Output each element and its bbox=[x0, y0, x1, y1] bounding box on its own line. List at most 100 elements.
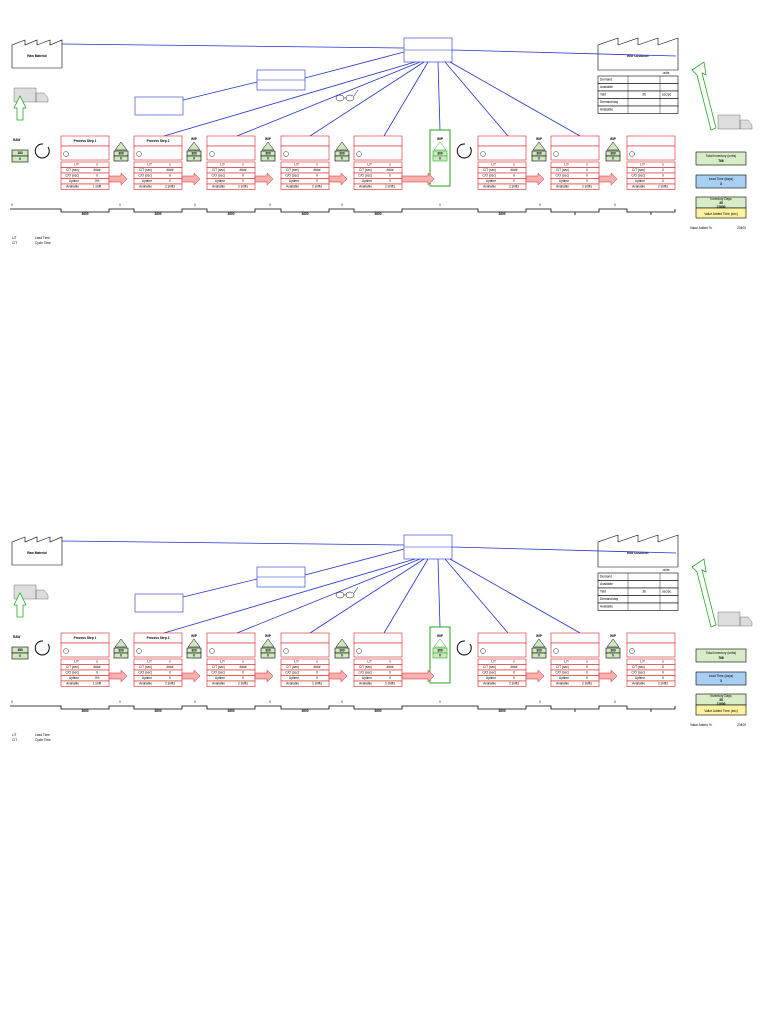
push-arrow bbox=[181, 172, 201, 186]
box bbox=[626, 135, 676, 147]
inventory-triangle bbox=[187, 638, 201, 648]
label: 2 shifts bbox=[582, 185, 593, 189]
label: C/O (sec) bbox=[358, 174, 372, 178]
factory bbox=[597, 37, 679, 71]
label: 3600 bbox=[81, 212, 88, 216]
label: Available bbox=[212, 185, 225, 189]
label: Total Inventory (units) bbox=[706, 154, 736, 158]
label: s bbox=[242, 163, 244, 167]
label: Available bbox=[600, 582, 613, 586]
label: 0 bbox=[513, 671, 515, 675]
push-arrow bbox=[525, 172, 545, 186]
label: 0% bbox=[95, 676, 100, 680]
label: 0 bbox=[389, 671, 391, 675]
label: Available bbox=[66, 682, 79, 686]
label: C/O (sec) bbox=[65, 174, 79, 178]
operator bbox=[63, 648, 69, 654]
label: WIP bbox=[536, 634, 543, 638]
label: 0 bbox=[120, 653, 122, 657]
label: Raw Material bbox=[27, 54, 47, 58]
label: #### bbox=[93, 665, 100, 669]
label: 0 bbox=[389, 174, 391, 178]
info-arrow bbox=[451, 49, 677, 57]
push-arrow bbox=[328, 172, 348, 186]
box bbox=[60, 161, 110, 168]
label: L/T bbox=[640, 660, 645, 664]
box bbox=[353, 680, 403, 687]
label: Available bbox=[483, 682, 496, 686]
label: #### bbox=[386, 665, 393, 669]
label: s bbox=[513, 660, 515, 664]
box bbox=[206, 145, 256, 161]
label: #### bbox=[510, 168, 517, 172]
info-arrow bbox=[383, 558, 429, 634]
label: 2 shifts bbox=[658, 185, 669, 189]
box bbox=[605, 652, 621, 659]
box bbox=[626, 642, 676, 658]
label: Uptime bbox=[486, 179, 496, 183]
label: 0 bbox=[586, 676, 588, 680]
label: L/T bbox=[220, 660, 225, 664]
label: 0 bbox=[538, 653, 540, 657]
box bbox=[626, 183, 676, 190]
label: 2 shifts bbox=[509, 682, 520, 686]
label: C/T bbox=[12, 241, 17, 245]
label: 0 bbox=[612, 653, 614, 657]
label: C/T (sec) bbox=[632, 665, 645, 669]
label: 0 bbox=[242, 671, 244, 675]
label: Available bbox=[600, 85, 613, 89]
timeline bbox=[10, 208, 676, 213]
box bbox=[60, 145, 110, 161]
label: 0 bbox=[316, 671, 318, 675]
label: 0 bbox=[341, 653, 343, 657]
box bbox=[206, 658, 256, 665]
label: 300 bbox=[339, 648, 345, 652]
box bbox=[280, 642, 330, 658]
box bbox=[280, 135, 330, 147]
info-arrow bbox=[444, 558, 509, 634]
label: 3600 bbox=[154, 212, 161, 216]
label: L/T bbox=[12, 236, 17, 240]
label: 0 bbox=[612, 156, 614, 160]
label: C/T (sec) bbox=[66, 665, 79, 669]
label: 0 bbox=[316, 179, 318, 183]
label: Available bbox=[556, 185, 569, 189]
label: Uptime bbox=[559, 676, 569, 680]
info-arrow bbox=[61, 540, 405, 546]
box bbox=[353, 642, 403, 658]
label: 183 bbox=[17, 648, 23, 652]
info-arrow bbox=[444, 61, 509, 137]
info-arrow bbox=[309, 558, 425, 634]
label: C/O (sec) bbox=[358, 671, 372, 675]
label: 0 bbox=[193, 653, 195, 657]
value-stream-map: Raw Material End Customer units Demand Avail… bbox=[10, 37, 753, 245]
box bbox=[531, 652, 547, 659]
label: s bbox=[513, 163, 515, 167]
label: 0 bbox=[539, 700, 541, 704]
info-arrow bbox=[163, 61, 416, 137]
label: 0 bbox=[169, 671, 171, 675]
label: WIP bbox=[610, 634, 617, 638]
label: 2 shifts bbox=[165, 185, 176, 189]
label: C/O (sec) bbox=[631, 671, 645, 675]
label: 300 bbox=[536, 151, 542, 155]
inventory-triangle bbox=[532, 638, 546, 648]
label: C/O (sec) bbox=[211, 174, 225, 178]
label: #### bbox=[313, 665, 320, 669]
label: C/T bbox=[12, 738, 17, 742]
box bbox=[550, 135, 600, 147]
label: C/O (sec) bbox=[138, 671, 152, 675]
label: C/T (sec) bbox=[483, 665, 496, 669]
box bbox=[134, 96, 184, 116]
push-arrow bbox=[401, 669, 435, 683]
shipping-arrow bbox=[691, 61, 717, 131]
label: 0 bbox=[389, 676, 391, 680]
label: C/O (sec) bbox=[482, 671, 496, 675]
label: Uptime bbox=[559, 179, 569, 183]
label: L/T bbox=[640, 163, 645, 167]
label: Process Step 2 bbox=[147, 636, 170, 640]
cycle bbox=[34, 640, 50, 656]
label: L/T bbox=[220, 163, 225, 167]
label: Available bbox=[632, 185, 645, 189]
label: 0 bbox=[650, 212, 652, 216]
